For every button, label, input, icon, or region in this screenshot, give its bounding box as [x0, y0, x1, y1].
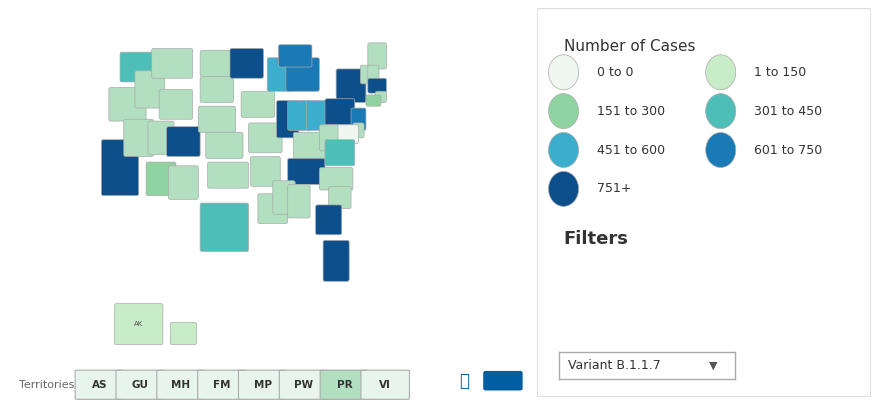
FancyBboxPatch shape: [361, 65, 371, 84]
FancyBboxPatch shape: [368, 78, 386, 93]
Text: Variant B.1.1.7: Variant B.1.1.7: [568, 359, 660, 372]
FancyBboxPatch shape: [114, 304, 163, 345]
FancyBboxPatch shape: [273, 181, 295, 214]
FancyBboxPatch shape: [325, 99, 355, 125]
Circle shape: [706, 55, 736, 90]
Text: 151 to 300: 151 to 300: [597, 104, 665, 117]
FancyBboxPatch shape: [319, 125, 338, 151]
FancyBboxPatch shape: [116, 370, 165, 399]
FancyBboxPatch shape: [268, 58, 293, 91]
Text: PW: PW: [294, 380, 313, 390]
FancyBboxPatch shape: [206, 132, 243, 158]
FancyBboxPatch shape: [148, 121, 174, 155]
FancyBboxPatch shape: [353, 123, 364, 138]
FancyBboxPatch shape: [306, 100, 329, 130]
Text: 1 to 150: 1 to 150: [754, 66, 806, 79]
Text: AK: AK: [134, 321, 143, 327]
FancyBboxPatch shape: [368, 43, 386, 69]
FancyBboxPatch shape: [124, 119, 154, 156]
FancyBboxPatch shape: [251, 156, 280, 186]
FancyBboxPatch shape: [293, 132, 326, 158]
FancyBboxPatch shape: [230, 49, 263, 78]
FancyBboxPatch shape: [198, 106, 236, 132]
FancyBboxPatch shape: [258, 194, 288, 224]
FancyBboxPatch shape: [135, 71, 165, 108]
Text: 🦅: 🦅: [459, 372, 469, 390]
Circle shape: [548, 171, 579, 207]
FancyBboxPatch shape: [109, 87, 146, 121]
FancyBboxPatch shape: [366, 95, 381, 106]
Text: MP: MP: [253, 380, 272, 390]
FancyBboxPatch shape: [336, 125, 358, 143]
FancyBboxPatch shape: [200, 77, 234, 102]
FancyBboxPatch shape: [241, 91, 275, 117]
FancyBboxPatch shape: [537, 8, 871, 397]
Text: 451 to 600: 451 to 600: [597, 143, 665, 156]
Text: GU: GU: [132, 380, 149, 390]
FancyBboxPatch shape: [361, 370, 409, 399]
FancyBboxPatch shape: [171, 322, 196, 345]
Text: Filters: Filters: [563, 230, 628, 248]
Circle shape: [548, 132, 579, 168]
Text: VI: VI: [379, 380, 391, 390]
Text: Territories: Territories: [19, 380, 75, 390]
Text: MH: MH: [172, 380, 191, 390]
Text: 601 to 750: 601 to 750: [754, 143, 823, 156]
FancyBboxPatch shape: [159, 90, 193, 119]
FancyBboxPatch shape: [320, 370, 369, 399]
FancyBboxPatch shape: [329, 186, 351, 209]
FancyBboxPatch shape: [279, 370, 327, 399]
FancyBboxPatch shape: [316, 205, 341, 235]
FancyBboxPatch shape: [278, 45, 312, 67]
Circle shape: [706, 132, 736, 168]
Text: PR: PR: [336, 380, 352, 390]
FancyBboxPatch shape: [336, 69, 366, 102]
FancyBboxPatch shape: [200, 203, 248, 252]
FancyBboxPatch shape: [200, 50, 234, 77]
FancyBboxPatch shape: [248, 123, 282, 153]
Text: 751+: 751+: [597, 182, 632, 195]
FancyBboxPatch shape: [208, 162, 248, 188]
FancyBboxPatch shape: [368, 65, 379, 84]
Text: Number of Cases: Number of Cases: [563, 39, 695, 54]
FancyBboxPatch shape: [166, 127, 200, 156]
FancyBboxPatch shape: [288, 100, 310, 130]
FancyBboxPatch shape: [286, 58, 319, 91]
FancyBboxPatch shape: [288, 184, 310, 218]
FancyBboxPatch shape: [375, 91, 386, 102]
FancyBboxPatch shape: [351, 108, 366, 130]
FancyBboxPatch shape: [325, 140, 355, 166]
Text: ▼: ▼: [709, 360, 718, 371]
FancyBboxPatch shape: [319, 168, 353, 190]
FancyBboxPatch shape: [75, 370, 123, 399]
Circle shape: [706, 94, 736, 129]
FancyBboxPatch shape: [323, 240, 349, 281]
FancyBboxPatch shape: [238, 370, 287, 399]
FancyBboxPatch shape: [120, 52, 158, 82]
Text: 301 to 450: 301 to 450: [754, 104, 822, 117]
Text: AS: AS: [92, 380, 107, 390]
FancyBboxPatch shape: [101, 140, 139, 196]
FancyBboxPatch shape: [288, 158, 325, 184]
FancyBboxPatch shape: [151, 49, 193, 78]
FancyBboxPatch shape: [198, 370, 246, 399]
Text: CDC: CDC: [486, 373, 520, 388]
FancyBboxPatch shape: [276, 100, 299, 138]
FancyBboxPatch shape: [157, 370, 205, 399]
Circle shape: [548, 55, 579, 90]
FancyBboxPatch shape: [146, 162, 176, 196]
FancyBboxPatch shape: [168, 166, 198, 199]
Text: 0 to 0: 0 to 0: [597, 66, 634, 79]
Circle shape: [548, 94, 579, 129]
Text: FM: FM: [213, 380, 231, 390]
